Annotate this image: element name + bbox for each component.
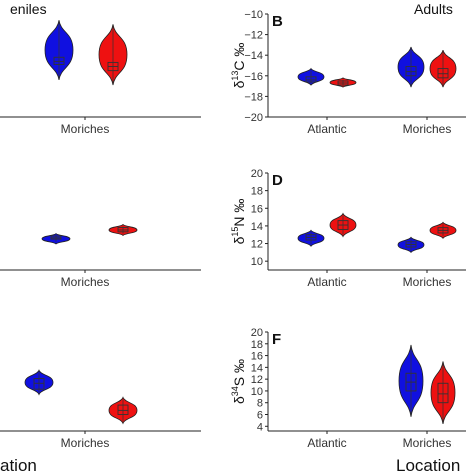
x-tick-label: Moriches	[403, 122, 452, 136]
x-tick-label: Moriches	[61, 122, 110, 136]
panel-e: Moriches	[0, 369, 201, 450]
panel-letter: F	[272, 331, 281, 348]
panel-a: Moriches	[0, 20, 201, 136]
y-tick-label: 16	[251, 351, 263, 363]
iqr-box	[437, 382, 449, 404]
violin-moriches-red	[98, 24, 128, 86]
x-tick-label: Moriches	[61, 275, 110, 289]
y-tick-label: 14	[251, 221, 263, 233]
violin-moriches-red	[108, 396, 138, 425]
y-tick-label: 10	[251, 256, 263, 268]
location-label-left: ation	[0, 456, 37, 474]
x-tick-label: Atlantic	[307, 275, 346, 289]
violin-atlantic-red	[329, 77, 357, 88]
y-tick-label: −12	[244, 30, 263, 42]
x-tick-label: Moriches	[61, 436, 110, 450]
x-tick-label: Moriches	[403, 275, 452, 289]
iqr-box	[53, 56, 65, 65]
y-tick-label: 8	[257, 398, 263, 410]
header-left: eniles	[10, 1, 47, 17]
y-tick-label: −14	[244, 50, 263, 62]
y-tick-label: −16	[244, 71, 263, 83]
y-tick-label: 20	[251, 327, 263, 339]
violin-moriches-red	[429, 221, 457, 240]
y-tick-label: 6	[257, 410, 263, 422]
violin-moriches-red	[429, 49, 457, 88]
violin-moriches-blue	[41, 233, 71, 245]
y-tick-label: 12	[251, 374, 263, 386]
x-tick-label: Atlantic	[307, 436, 346, 450]
y-tick-label: 18	[251, 186, 263, 198]
x-tick-label: Moriches	[403, 436, 452, 450]
panel-letter: D	[272, 172, 283, 189]
y-tick-label: 4	[257, 421, 263, 433]
violin-moriches-red	[430, 361, 456, 424]
panel-c: Moriches	[0, 223, 201, 289]
iqr-box	[405, 66, 417, 77]
y-axis-label: δ13C ‰	[230, 43, 247, 89]
iqr-box	[305, 76, 317, 83]
x-tick-label: Atlantic	[307, 122, 346, 136]
y-tick-label: 20	[251, 168, 263, 180]
y-tick-label: −18	[244, 91, 263, 103]
y-tick-label: 16	[251, 203, 263, 215]
violin-moriches-blue	[44, 20, 74, 80]
panel-letter: B	[272, 13, 283, 30]
y-tick-label: −10	[244, 9, 263, 21]
y-tick-label: −20	[244, 112, 263, 124]
y-axis-label: δ15N ‰	[230, 199, 247, 245]
y-tick-label: 12	[251, 239, 263, 251]
iqr-box	[437, 68, 449, 79]
location-label-right: Location	[396, 456, 460, 474]
y-tick-label: 14	[251, 362, 263, 374]
violin-moriches-blue	[24, 369, 54, 396]
violin-atlantic-blue	[297, 67, 325, 86]
violin-moriches-blue	[397, 236, 425, 254]
violin-moriches-blue	[397, 46, 425, 88]
iqr-box	[33, 378, 45, 390]
y-tick-label: 10	[251, 386, 263, 398]
violin-moriches-red	[108, 223, 138, 237]
violin-atlantic-red	[329, 212, 357, 238]
iqr-box	[117, 404, 129, 415]
violin-atlantic-blue	[297, 229, 325, 247]
violin-moriches-blue	[398, 344, 424, 417]
y-tick-label: 18	[251, 339, 263, 351]
header-right: Adults	[414, 1, 453, 17]
y-axis-label: δ34S ‰	[230, 359, 247, 404]
